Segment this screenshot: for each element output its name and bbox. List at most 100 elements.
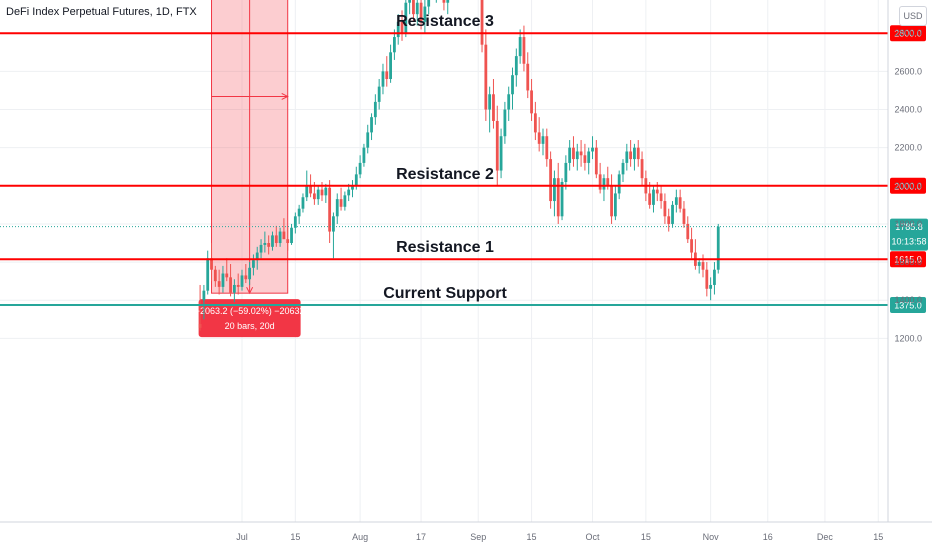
candle-body [519, 37, 522, 56]
candle-body [538, 132, 541, 143]
x-tick-label: Oct [586, 532, 601, 542]
x-tick-label: 16 [763, 532, 773, 542]
candle-body [290, 228, 293, 243]
candle-body [618, 174, 621, 193]
x-tick-label: Sep [470, 532, 486, 542]
candle-body [511, 75, 514, 94]
candle-body [275, 235, 278, 243]
price-range-measure[interactable]: −2063.2 (−59.02%) −20632 20 bars, 20d [195, 0, 305, 337]
candle-body [652, 190, 655, 205]
candle-body [572, 148, 575, 159]
candle-body [222, 274, 225, 287]
x-tick-label: Jul [236, 532, 248, 542]
grid-layer [0, 0, 888, 522]
y-tick-label: 1600.0 [894, 257, 922, 267]
candle-body [241, 275, 244, 286]
candle-body [690, 239, 693, 252]
candle-body [199, 324, 202, 328]
level-label: Resistance 2 [396, 166, 494, 183]
candle-body [248, 268, 251, 279]
candle-body [237, 285, 240, 287]
candle-body [530, 90, 533, 113]
bar-countdown-label: 10:13:58 [891, 237, 926, 247]
candle-body [614, 193, 617, 216]
candle-body [283, 232, 286, 240]
candle-body [382, 71, 385, 86]
candle-body [347, 190, 350, 196]
candle-body [279, 232, 282, 243]
candle-body [484, 45, 487, 110]
candle-body [321, 190, 324, 196]
candle-body [374, 102, 377, 117]
candle-body [625, 151, 628, 162]
candle-body [587, 151, 590, 162]
candle-body [553, 178, 556, 201]
candle-body [515, 56, 518, 75]
currency-badge[interactable]: USD [899, 6, 927, 26]
candle-body [492, 94, 495, 121]
candle-body [564, 163, 567, 182]
candle-body [633, 148, 636, 159]
candle-body [713, 270, 716, 285]
candle-body [260, 245, 263, 253]
candle-body [317, 190, 320, 200]
measure-label-bars: 20 bars, 20d [225, 321, 275, 331]
candle-body [233, 285, 236, 293]
candle-body [225, 274, 228, 278]
y-tick-label: 2600.0 [894, 66, 922, 76]
candle-body [675, 197, 678, 205]
candle-body [610, 186, 613, 217]
candle-body [309, 186, 312, 194]
candle-body [385, 71, 388, 79]
candle-body [340, 199, 343, 207]
y-tick-label: 2800.0 [894, 28, 922, 38]
candle-body [557, 178, 560, 216]
candle-body [252, 260, 255, 268]
candle-body [286, 239, 289, 243]
candle-body [526, 64, 529, 91]
level-label: Current Support [383, 285, 507, 302]
candle-body [679, 197, 682, 208]
x-tick-label: Dec [817, 532, 834, 542]
candle-body [328, 188, 331, 232]
y-tick-label: 1800.0 [894, 219, 922, 229]
candle-body [667, 216, 670, 224]
candle-body [523, 37, 526, 64]
candle-body [302, 197, 305, 208]
candle-body [408, 0, 411, 3]
candle-body [717, 227, 720, 270]
candle-body [294, 216, 297, 227]
candle-body [263, 243, 266, 245]
candle-body [206, 258, 209, 290]
candle-body [637, 148, 640, 159]
x-tick-label: 17 [416, 532, 426, 542]
candle-body [412, 0, 415, 14]
candle-body [203, 291, 206, 301]
candle-body [709, 285, 712, 289]
candle-body [534, 113, 537, 132]
candle-body [496, 121, 499, 171]
candle-body [629, 151, 632, 159]
level-label: Resistance 3 [396, 13, 494, 30]
candle-body [298, 209, 301, 217]
candle-body [561, 182, 564, 216]
candle-body [313, 193, 316, 199]
candle-body [363, 148, 366, 163]
candle-body [702, 262, 705, 270]
candle-body [545, 136, 548, 159]
candle-body [542, 136, 545, 144]
candle-body [218, 281, 221, 287]
measure-label-change: −2063.2 (−59.02%) −20632 [195, 306, 305, 316]
candle-body [229, 277, 232, 292]
candle-body [660, 193, 663, 201]
candle-body [359, 163, 362, 174]
candle-body [603, 178, 606, 189]
candle-body [305, 186, 308, 197]
candle-body [622, 163, 625, 174]
candle-body [584, 155, 587, 163]
candle-body [500, 136, 503, 170]
candle-body [244, 275, 247, 279]
candle-body [705, 270, 708, 289]
